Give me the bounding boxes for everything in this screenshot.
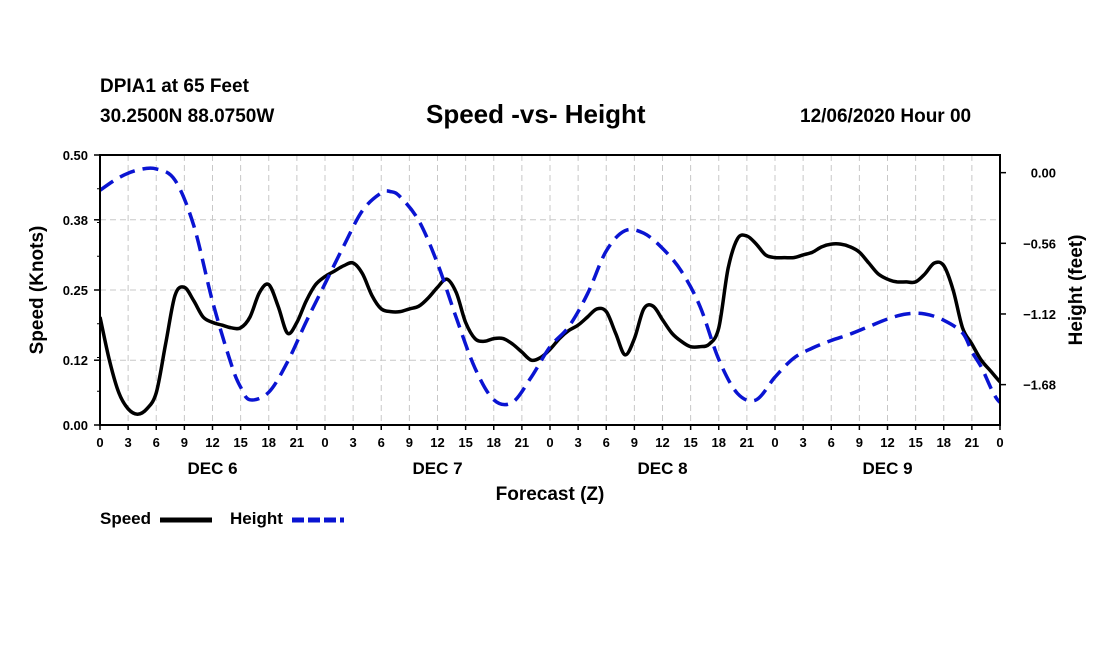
x-tick-label: 18	[262, 435, 276, 450]
series-layer	[100, 166, 1000, 416]
legend-speed-label: Speed	[100, 509, 152, 528]
y2-axis-title: Height (feet)	[1066, 235, 1087, 346]
x-tick-label: 21	[965, 435, 979, 450]
x-tick-label: 21	[515, 435, 529, 450]
legend-height-swatch	[292, 517, 344, 523]
x-tick-label: 15	[458, 435, 472, 450]
y-axis-title: Speed (Knots)	[27, 226, 48, 355]
series-line-speed	[100, 233, 1000, 416]
y-tick-label: 0.12	[63, 353, 88, 368]
x-tick-label: 3	[575, 435, 582, 450]
x-tick-label: 21	[740, 435, 754, 450]
x-tick-label: 15	[683, 435, 697, 450]
y-tick-label: 0.50	[63, 148, 88, 163]
x-tick-label: 6	[828, 435, 835, 450]
x-tick-label: 0	[321, 435, 328, 450]
x-tick-label: 0	[996, 435, 1003, 450]
x-tick-label: 9	[181, 435, 188, 450]
series-line-height	[100, 166, 1000, 407]
y2-tick-label: −0.56	[1023, 236, 1056, 251]
y-tick-label: 0.38	[63, 213, 88, 228]
x-axis-title: Forecast (Z)	[496, 484, 605, 505]
day-label: DEC 6	[187, 459, 237, 478]
day-label: DEC 7	[412, 459, 462, 478]
x-tick-label: 12	[205, 435, 219, 450]
x-tick-label: 18	[937, 435, 951, 450]
y-tick-label: 0.25	[63, 283, 88, 298]
y-tick-label: 0.00	[63, 418, 88, 433]
y2-tick-label: −1.12	[1023, 307, 1056, 322]
x-tick-label: 3	[800, 435, 807, 450]
x-tick-label: 0	[546, 435, 553, 450]
x-tick-label: 3	[125, 435, 132, 450]
chart-title: Speed -vs- Height	[426, 99, 646, 129]
x-tick-label: 18	[487, 435, 501, 450]
x-tick-label: 18	[712, 435, 726, 450]
grid-lines	[100, 155, 1000, 425]
x-tick-label: 21	[290, 435, 304, 450]
day-label: DEC 9	[862, 459, 912, 478]
x-tick-label: 6	[378, 435, 385, 450]
x-tick-label: 15	[233, 435, 247, 450]
x-tick-label: 0	[96, 435, 103, 450]
x-tick-label: 9	[406, 435, 413, 450]
x-tick-label: 12	[880, 435, 894, 450]
axis-layer: 0 3 6 9 12 15 18 21 0 3 6 9 12 15 18 21 0 3 6 9 12 15 18 21 0 3 6 9…	[63, 148, 1056, 478]
x-tick-label: 3	[350, 435, 357, 450]
legend-speed-swatch	[160, 517, 212, 523]
x-tick-label: 9	[631, 435, 638, 450]
x-tick-label: 6	[153, 435, 160, 450]
x-tick-label: 12	[430, 435, 444, 450]
y2-tick-label: 0.00	[1031, 166, 1056, 181]
legend-height-label: Height	[230, 509, 283, 528]
x-tick-label: 0	[771, 435, 778, 450]
x-tick-label: 15	[908, 435, 922, 450]
day-label: DEC 8	[637, 459, 687, 478]
station-label: DPIA1 at 65 Feet	[100, 76, 249, 97]
location-label: 30.2500N 88.0750W	[100, 106, 275, 127]
x-tick-label: 12	[655, 435, 669, 450]
x-tick-label: 9	[856, 435, 863, 450]
x-tick-label: 6	[603, 435, 610, 450]
y2-tick-label: −1.68	[1023, 378, 1056, 393]
datetime-label: 12/06/2020 Hour 00	[800, 106, 972, 127]
